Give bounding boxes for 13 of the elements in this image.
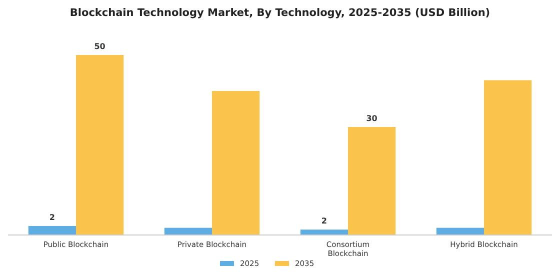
bar	[28, 226, 76, 235]
bar	[484, 80, 532, 235]
bar	[76, 55, 124, 235]
bar	[212, 91, 260, 235]
data-label: 2	[49, 213, 55, 222]
bar	[436, 228, 484, 235]
bar	[164, 228, 212, 235]
data-label: 2	[321, 216, 327, 226]
data-label: 30	[366, 114, 378, 123]
bar	[348, 127, 396, 235]
chart-title: Blockchain Technology Market, By Technology, 2025-2035 (USD Billion)	[70, 7, 490, 19]
data-label: 50	[94, 42, 106, 51]
bar	[300, 230, 348, 235]
